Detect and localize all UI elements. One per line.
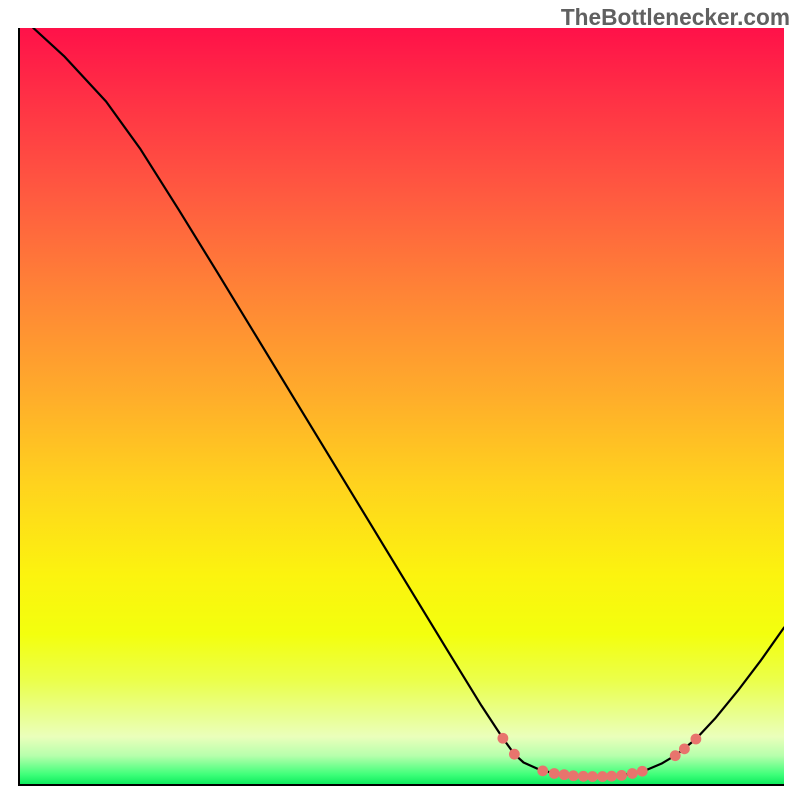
watermark-text: TheBottlenecker.com — [561, 4, 790, 31]
plot-area — [18, 28, 784, 786]
gradient-background — [18, 28, 784, 786]
chart-container: TheBottlenecker.com — [0, 0, 800, 800]
